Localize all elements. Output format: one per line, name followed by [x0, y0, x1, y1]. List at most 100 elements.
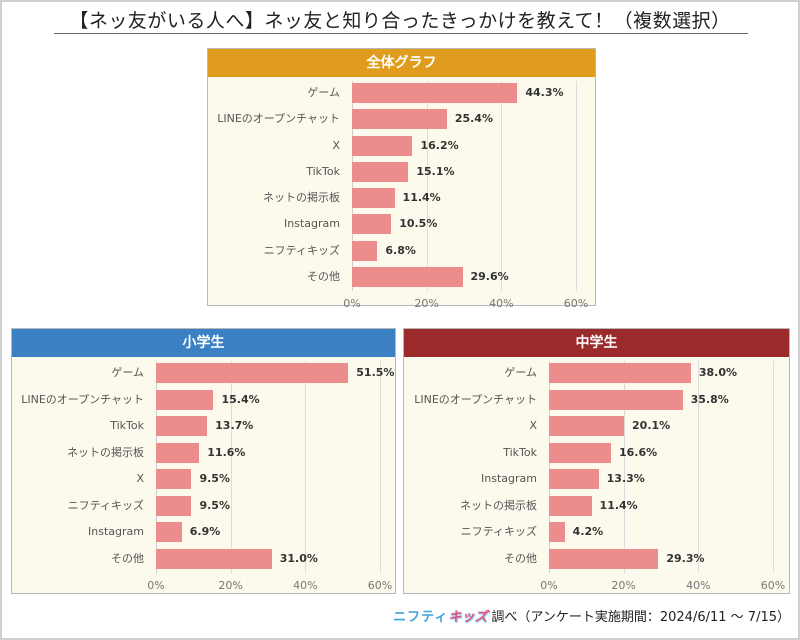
value-label: 15.1%	[416, 164, 455, 178]
bar	[352, 135, 413, 156]
bar-row: ゲーム 51.5%	[111, 363, 394, 389]
category-label: LINEのオープンチャット	[217, 112, 340, 126]
value-label: 13.3%	[606, 472, 645, 485]
gridline	[623, 361, 625, 573]
value-label: 13.7%	[215, 419, 254, 432]
category-label: X	[332, 138, 340, 152]
value-label: 31.0%	[279, 551, 318, 565]
bar-row: ゲーム 38.0%	[504, 363, 773, 389]
x-tick-label: 0%	[540, 579, 558, 592]
chart-panel-overall: 全体グラフ 0% 20% 40% 60% ゲーム 44.3% LINEのオープンチャット 25…	[207, 48, 596, 310]
chart-panel-elementary: 小学生 0% 20% 40% 60% ゲーム 51.5% LINEのオープンチャット 15.4…	[11, 328, 396, 594]
bar-row: ネットの掲示板 11.4%	[263, 188, 576, 214]
bar-row: ニフティキッズ 9.5%	[68, 495, 380, 522]
x-tick-label: 60%	[760, 579, 786, 592]
value-label: 11.4%	[402, 191, 441, 204]
bar	[549, 442, 611, 463]
kids-logo-text: キッズ	[448, 610, 488, 625]
nifty-logo-text: ニフティ	[393, 610, 449, 625]
bar-row: LINEのオープンチャット 35.8%	[414, 389, 773, 416]
value-label: 16.2%	[420, 138, 459, 152]
category-label: ネットの掲示板	[263, 191, 340, 204]
title-divider	[54, 33, 748, 34]
y-axis-line	[156, 361, 157, 573]
category-label: ゲーム	[504, 366, 537, 379]
x-tick-label: 60%	[563, 297, 589, 310]
value-label: 44.3%	[525, 86, 564, 99]
bar-row: X 20.1%	[529, 416, 773, 442]
x-tick-label: 0%	[147, 579, 165, 592]
y-axis-line	[352, 81, 353, 291]
category-label: その他	[307, 269, 340, 283]
category-label: X	[136, 472, 144, 485]
y-axis-line	[549, 361, 550, 573]
bar	[156, 522, 182, 542]
survey-period-text: 調べ（アンケート実施期間：2024/6/11 ～ 7/15）	[491, 610, 790, 625]
chart-title-elementary: 小学生	[12, 329, 395, 357]
category-label: Instagram	[284, 217, 340, 231]
value-label: 25.4%	[454, 112, 493, 126]
bar-row: Instagram 13.3%	[481, 469, 773, 495]
gridline	[230, 361, 232, 573]
source-footer: ニフティキッズ 調べ（アンケート実施期間：2024/6/11 ～ 7/15）	[393, 606, 790, 625]
bar	[156, 416, 208, 436]
plot-area-junior-high: 0% 20% 40% 60% ゲーム 38.0% LINEのオープンチャット 35.8% X 20…	[414, 361, 785, 592]
value-label: 6.9%	[189, 525, 221, 538]
bar-row: X 16.2%	[332, 135, 576, 162]
bar-row: TikTok 13.7%	[110, 416, 380, 442]
value-label: 35.8%	[690, 392, 729, 406]
bar-row: その他 31.0%	[111, 548, 380, 575]
bar	[352, 240, 378, 261]
chart-title-overall: 全体グラフ	[208, 49, 595, 77]
gridline	[773, 361, 774, 573]
value-label: 20.1%	[632, 419, 671, 432]
gridline	[698, 361, 700, 573]
bar	[156, 495, 192, 516]
chart-panel-junior-high: 中学生 0% 20% 40% 60% ゲーム 38.0% LINEのオープンチャット 35.8…	[403, 328, 790, 594]
category-label: Instagram	[88, 525, 144, 538]
bar	[352, 161, 409, 182]
value-label: 29.3%	[666, 551, 705, 565]
value-label: 51.5%	[356, 366, 395, 379]
category-label: ニフティキッズ	[67, 498, 144, 512]
bar-row: その他 29.3%	[504, 548, 773, 575]
bar	[549, 495, 592, 516]
category-label: TikTok	[503, 445, 537, 459]
bar-row: ネットの掲示板 11.4%	[460, 495, 773, 522]
bar	[352, 266, 463, 287]
bar	[352, 188, 395, 208]
bar	[352, 214, 392, 235]
bar	[549, 522, 565, 542]
bar	[549, 548, 659, 569]
bar	[156, 442, 200, 463]
bar-row: Instagram 10.5%	[284, 214, 576, 240]
bar	[549, 363, 691, 383]
category-label: ニフティキッズ	[263, 243, 340, 257]
bar-row: LINEのオープンチャット 25.4%	[217, 109, 576, 135]
value-label: 11.4%	[599, 498, 638, 512]
value-label: 9.5%	[199, 472, 230, 485]
gridline	[501, 81, 503, 291]
bar-row: ネットの掲示板 11.6%	[67, 442, 380, 469]
category-label: ネットの掲示板	[460, 498, 537, 512]
value-label: 4.2%	[572, 525, 604, 538]
chart-title-junior-high: 中学生	[404, 329, 789, 357]
bar-row: ニフティキッズ 4.2%	[461, 522, 773, 548]
x-tick-label: 40%	[686, 579, 711, 592]
gridline	[380, 361, 381, 573]
value-label: 15.4%	[221, 392, 260, 406]
value-label: 10.5%	[399, 217, 438, 231]
value-label: 6.8%	[385, 243, 416, 257]
bar-row: ニフティキッズ 6.8%	[264, 240, 576, 267]
x-tick-label: 60%	[367, 579, 393, 592]
category-label: その他	[504, 551, 537, 565]
bar-row: その他 29.6%	[307, 266, 576, 293]
value-label: 16.6%	[618, 445, 658, 459]
x-tick-label: 0%	[343, 297, 361, 310]
page-title: 【ネッ友がいる人へ】ネッ友と知り合ったきっかけを教えて！（複数選択）	[69, 10, 731, 32]
bar	[156, 363, 349, 383]
category-label: ネットの掲示板	[67, 445, 144, 459]
bar	[156, 469, 192, 489]
bar	[352, 83, 518, 103]
bar	[549, 389, 683, 410]
